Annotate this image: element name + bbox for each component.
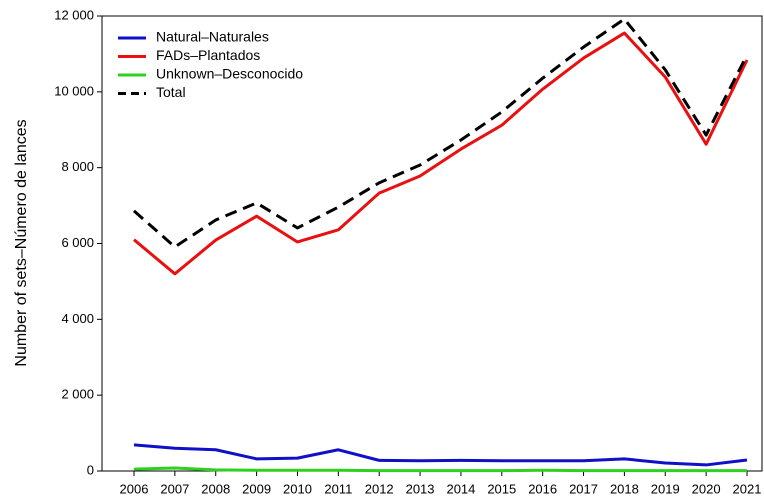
x-tick-label: 2017 <box>569 481 598 496</box>
y-axis-label: Number of sets–Número de lances <box>13 119 30 366</box>
x-tick-label: 2018 <box>610 481 639 496</box>
x-tick-label: 2020 <box>692 481 721 496</box>
x-tick-label: 2009 <box>242 481 271 496</box>
series-line <box>133 31 749 276</box>
series-line <box>133 17 749 249</box>
plot-frame <box>101 15 763 472</box>
y-tick-label: 4 000 <box>61 311 94 326</box>
y-tick-label: 8 000 <box>61 159 94 174</box>
x-tick-label: 2012 <box>365 481 394 496</box>
x-tick-label: 2013 <box>406 481 435 496</box>
y-tick-label: 12 000 <box>54 7 94 22</box>
y-tick-label: 6 000 <box>61 235 94 250</box>
x-tick-label: 2015 <box>487 481 516 496</box>
legend-label: Natural–Naturales <box>156 29 269 45</box>
x-tick-label: 2019 <box>651 481 680 496</box>
x-tick-label: 2021 <box>733 481 762 496</box>
x-tick-label: 2008 <box>201 481 230 496</box>
x-tick-label: 2010 <box>283 481 312 496</box>
y-tick-label: 0 <box>87 462 94 477</box>
legend-label: Unknown–Desconocido <box>156 66 303 82</box>
series-line <box>133 466 747 473</box>
legend-label: Total <box>156 84 186 100</box>
x-tick-label: 2016 <box>528 481 557 496</box>
x-tick-label: 2014 <box>446 481 475 496</box>
legend-label: FADs–Plantados <box>156 47 260 63</box>
x-tick-label: 2006 <box>120 481 149 496</box>
x-tick-label: 2011 <box>324 481 352 496</box>
y-tick-label: 10 000 <box>54 83 94 98</box>
x-tick-label: 2007 <box>160 481 189 496</box>
series-line <box>133 443 748 467</box>
y-tick-label: 2 000 <box>61 387 94 402</box>
